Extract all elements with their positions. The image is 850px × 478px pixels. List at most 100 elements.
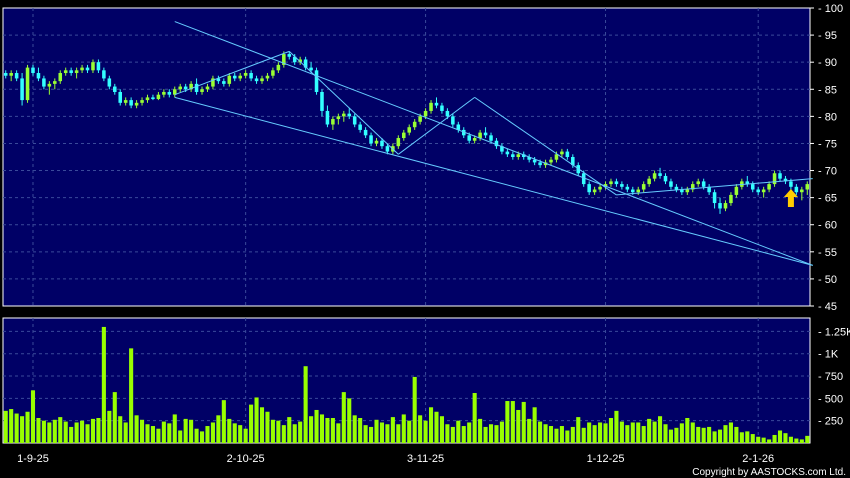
candle-body (631, 189, 635, 193)
candle-body (342, 113, 346, 117)
volume-bar (379, 422, 385, 443)
volume-bar (265, 411, 270, 443)
candle-body (456, 124, 461, 130)
candle-body (451, 116, 455, 125)
volume-tick-label: - 1.25K (818, 326, 850, 338)
volume-bar (428, 407, 434, 443)
candle-body (696, 181, 700, 185)
volume-bar (80, 420, 85, 443)
volume-bar (210, 422, 215, 443)
candle-body (538, 162, 542, 166)
volume-bar (309, 416, 314, 443)
candle-body (123, 100, 128, 103)
volume-bar (139, 419, 145, 443)
volume-bar (85, 424, 90, 443)
candle-body (527, 157, 531, 160)
candle-body (571, 157, 575, 166)
candle-body (445, 110, 450, 117)
volume-bar (314, 409, 319, 443)
candle-body (102, 70, 106, 79)
candle-body (189, 83, 193, 90)
volume-bar (434, 411, 439, 443)
volume-bar (390, 417, 395, 443)
volume-bar (728, 422, 733, 443)
volume-bar (238, 425, 243, 443)
volume-bar (532, 407, 537, 443)
candle-body (483, 132, 488, 136)
volume-bar (358, 418, 363, 443)
price-plot-area (2, 7, 811, 307)
candle-body (587, 184, 591, 193)
price-tick-label: - 80 (818, 111, 837, 123)
price-tick-label: - 85 (818, 84, 837, 96)
candle-body (107, 78, 112, 87)
candle-body (674, 186, 679, 190)
candle-body (156, 94, 161, 100)
volume-bar (254, 397, 259, 443)
candle-body (20, 78, 24, 101)
volume-bar (90, 418, 96, 443)
x-tick-label: 2-10-25 (227, 453, 265, 465)
candle-body (794, 186, 799, 193)
volume-bar (292, 424, 297, 443)
volume-bar (516, 409, 521, 443)
candle-body (756, 189, 760, 193)
volume-bar (276, 420, 281, 443)
candle-body (532, 159, 537, 163)
candle-body (554, 154, 559, 160)
candle-body (620, 184, 624, 187)
candle-body (129, 100, 133, 106)
candle-body (418, 116, 422, 122)
volume-bar (439, 416, 444, 443)
volume-bar (178, 430, 183, 443)
candle-body (772, 173, 777, 185)
candle-body (701, 181, 706, 187)
candle-body (85, 67, 90, 71)
candle-body (200, 89, 204, 92)
volume-bar (521, 401, 526, 443)
volume-bar (739, 432, 744, 443)
volume-bar (167, 423, 172, 443)
volume-bar (608, 418, 614, 443)
candle-body (205, 86, 210, 90)
candle-body (647, 178, 651, 185)
volume-bar (347, 398, 352, 443)
volume-bar (20, 416, 25, 443)
volume-tick-label: - 1K (818, 349, 839, 361)
volume-bar (570, 426, 575, 443)
candle-body (429, 102, 433, 111)
volume-bar (325, 418, 330, 443)
candle-body (292, 56, 297, 63)
candle-body (260, 78, 264, 82)
candle-body (396, 138, 401, 147)
candle-body (58, 73, 63, 82)
candle-body (363, 129, 368, 136)
volume-bar (488, 424, 494, 443)
candle-body (412, 121, 417, 128)
volume-bar (788, 436, 793, 443)
volume-bar (172, 414, 177, 443)
price-tick-label: - 60 (818, 220, 837, 232)
volume-bar (396, 424, 401, 443)
volume-bar (412, 376, 417, 443)
volume-bar (652, 421, 657, 443)
volume-bar (30, 390, 36, 443)
volume-bar (259, 407, 265, 443)
volume-tick-label: - 750 (818, 371, 843, 383)
candle-body (232, 75, 237, 79)
candle-body (336, 116, 341, 120)
volume-bar (554, 428, 559, 443)
candle-body (118, 91, 123, 103)
price-tick-label: - 100 (818, 3, 843, 15)
volume-bar (194, 428, 199, 443)
volume-bar (205, 426, 210, 443)
volume-panel: - 250 - 500 - 750 - 1K - 1.25K (2, 317, 850, 444)
candle-body (761, 189, 766, 193)
volume-bar (161, 421, 166, 443)
candle-body (63, 70, 68, 74)
volume-bar (216, 415, 221, 443)
candle-body (652, 173, 657, 179)
volume-bar (123, 422, 128, 443)
candle-body (641, 184, 646, 190)
candle-body (707, 186, 711, 193)
